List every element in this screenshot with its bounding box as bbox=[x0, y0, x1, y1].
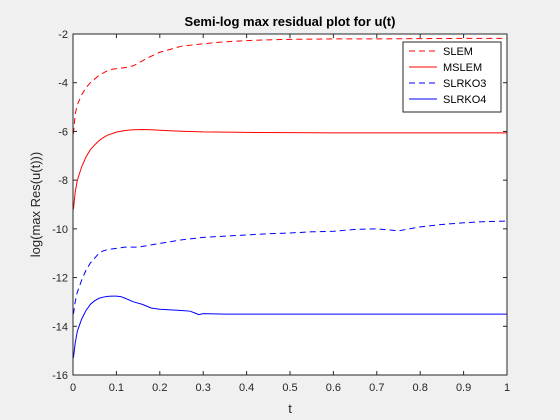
x-tick-label: 0.6 bbox=[326, 382, 341, 394]
legend-box bbox=[402, 41, 502, 113]
x-tick-label: 0.9 bbox=[456, 382, 471, 394]
legend-label-slrko4: SLRKO4 bbox=[443, 94, 486, 106]
y-tick-label: -10 bbox=[52, 224, 68, 236]
legend-label-slrko3: SLRKO3 bbox=[443, 78, 486, 90]
x-tick-label: 0.8 bbox=[413, 382, 428, 394]
x-tick-label: 0.2 bbox=[152, 382, 167, 394]
y-axis-label: log(max Res(u(t))) bbox=[28, 152, 43, 257]
y-tick-label: -14 bbox=[52, 321, 68, 333]
legend-label-mslem: MSLEM bbox=[443, 62, 482, 74]
y-tick-label: -12 bbox=[52, 273, 68, 285]
series-line-mslem bbox=[72, 128, 507, 210]
y-tick-label: -6 bbox=[58, 126, 68, 138]
series-line-slrko4 bbox=[72, 295, 507, 359]
x-tick-label: 1 bbox=[504, 382, 510, 394]
x-tick-label: 0.7 bbox=[369, 382, 384, 394]
y-tick-label: -16 bbox=[52, 370, 68, 382]
x-tick-label: 0.3 bbox=[196, 382, 211, 394]
x-axis-label: t bbox=[288, 401, 292, 416]
legend-label-slem: SLEM bbox=[443, 46, 473, 58]
x-tick-label: 0.5 bbox=[282, 382, 297, 394]
series-layer bbox=[72, 37, 508, 359]
legend: SLEM MSLEM SLRKO3 SLRKO4 bbox=[402, 41, 502, 113]
chart-title: Semi-log max residual plot for u(t) bbox=[185, 14, 396, 29]
y-tick-label: -2 bbox=[58, 29, 68, 41]
x-tick-label: 0 bbox=[70, 382, 76, 394]
y-tick-label: -8 bbox=[58, 175, 68, 187]
x-tick-label: 0.1 bbox=[109, 382, 124, 394]
series-line-slem bbox=[72, 37, 507, 134]
x-tick-label: 0.4 bbox=[239, 382, 254, 394]
series-line-slrko3 bbox=[72, 220, 508, 315]
axes-layer: 0 0.1 0.2 0.3 0.4 0.5 0.6 0.7 0.8 0.9 1 -16 -14 -12 -1… bbox=[52, 29, 510, 394]
y-tick-label: -4 bbox=[58, 78, 68, 90]
